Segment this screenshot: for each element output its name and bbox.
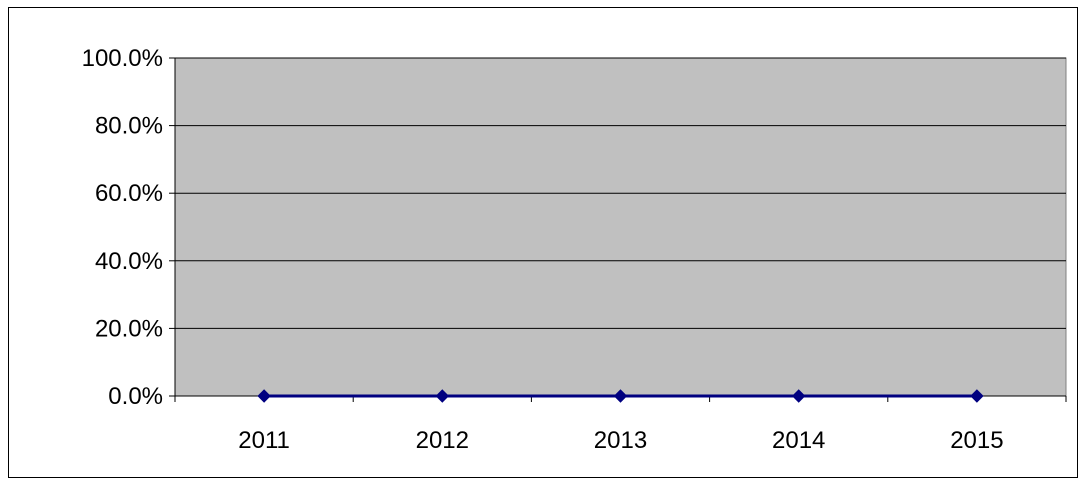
plot-area — [174, 57, 1067, 397]
x-tick-label: 2015 — [950, 427, 1003, 454]
x-tick-label: 2014 — [772, 427, 825, 454]
x-axis-labels: 2011 2012 2013 2014 2015 — [238, 427, 1003, 454]
data-point-marker — [257, 389, 271, 403]
y-tick-label: 40.0% — [95, 248, 163, 275]
data-point-marker — [791, 389, 806, 403]
x-tick-label: 2012 — [416, 427, 469, 454]
data-point-marker — [435, 389, 450, 403]
x-tick-label: 2013 — [594, 427, 647, 454]
x-tick-label: 2011 — [238, 427, 290, 454]
data-point-marker — [970, 389, 984, 403]
data-point-marker — [613, 389, 628, 403]
y-tick-label: 80.0% — [95, 113, 163, 140]
gridlines — [169, 57, 1066, 397]
y-tick-label: 100.0% — [82, 45, 163, 72]
series-group — [257, 389, 984, 403]
y-axis-labels: 0.0% 20.0% 40.0% 60.0% 80.0% 100.0% — [82, 45, 163, 410]
y-tick-label: 0.0% — [108, 383, 163, 410]
y-tick-label: 60.0% — [95, 180, 163, 207]
y-tick-label: 20.0% — [95, 315, 163, 342]
